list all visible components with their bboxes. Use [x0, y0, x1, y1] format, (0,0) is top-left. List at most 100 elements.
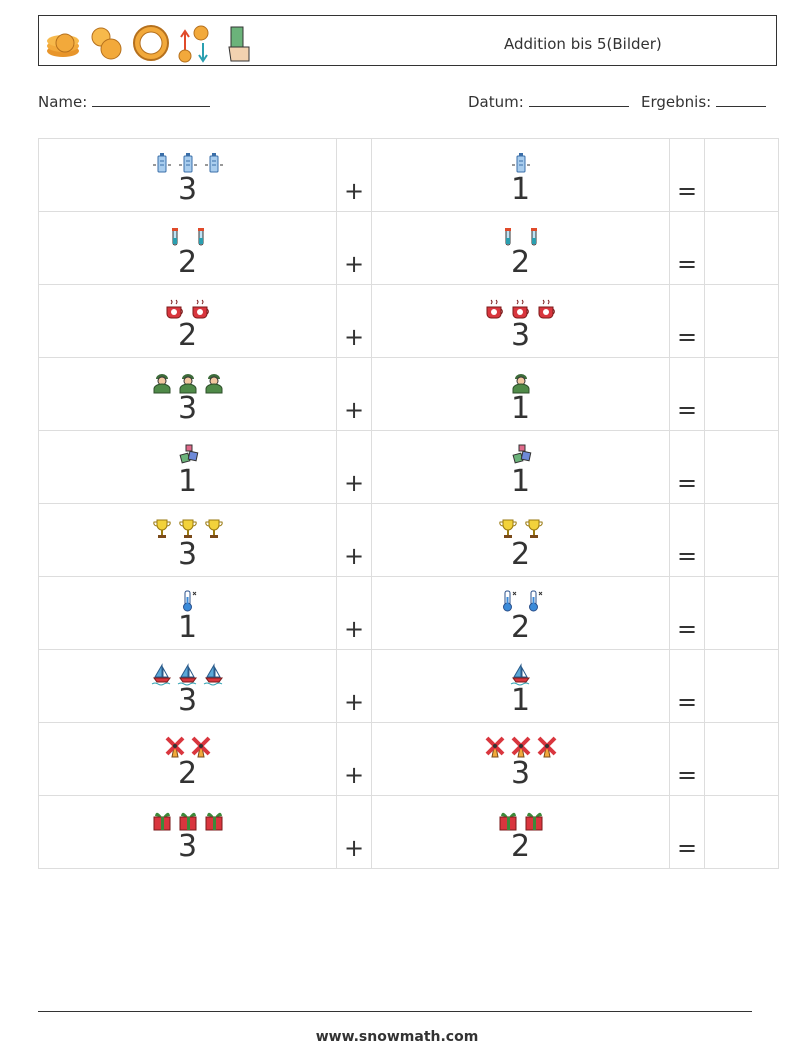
plus-sign: + — [343, 615, 365, 643]
addend-a-number: 3 — [177, 172, 198, 207]
name-blank[interactable] — [92, 92, 211, 107]
coffee-cup-icon — [486, 299, 503, 319]
addend-a-icon-row — [39, 808, 336, 834]
footer-url: www.snowmath.com — [315, 1029, 479, 1045]
lira-coin-icon — [133, 25, 169, 61]
windmill-icon — [191, 736, 210, 758]
power-bank-icon — [152, 153, 171, 173]
addend-b-cell: 3 — [371, 284, 670, 358]
equals-sign: = — [676, 542, 698, 570]
coin-stack-icon — [47, 33, 79, 57]
plus-cell: + — [336, 138, 372, 212]
addend-a-number: 2 — [177, 318, 198, 353]
table-row: 3 +2 = — [38, 503, 779, 577]
addend-b-icon-row — [372, 808, 669, 834]
answer-cell[interactable] — [704, 722, 779, 796]
thermometer-icon — [528, 590, 542, 612]
yen-coin-icon — [91, 27, 122, 60]
addend-b-number: 3 — [510, 756, 531, 791]
addend-b-number: 1 — [510, 683, 531, 718]
addend-b-icon-row — [372, 443, 669, 469]
addend-a-icon-row — [39, 516, 336, 542]
soldier-icon — [179, 374, 196, 394]
sailboat-icon — [177, 663, 197, 686]
answer-cell[interactable] — [704, 211, 779, 285]
answer-cell[interactable] — [704, 503, 779, 577]
addend-a-cell: 3 — [38, 649, 337, 723]
windmill-icon — [485, 736, 504, 758]
addend-a-cell: 1 — [38, 576, 337, 650]
addend-b-number: 3 — [510, 318, 531, 353]
result-field: Ergebnis: — [641, 92, 766, 111]
addend-a-cell: 2 — [38, 211, 337, 285]
coffee-cup-icon — [192, 299, 209, 319]
name-field: Name: — [38, 92, 211, 111]
addend-a-cell: 3 — [38, 503, 337, 577]
coffee-cup-icon — [166, 299, 183, 319]
plus-sign: + — [343, 177, 365, 205]
addend-b-icon-row — [372, 735, 669, 761]
sailboat-icon — [510, 663, 530, 686]
plus-cell: + — [336, 649, 372, 723]
plus-sign: + — [343, 542, 365, 570]
addend-a-icon-row — [39, 443, 336, 469]
money-hand-icon — [228, 26, 250, 62]
sailboat-icon — [203, 663, 223, 686]
equals-cell: = — [669, 649, 705, 723]
addend-a-cell: 3 — [38, 138, 337, 212]
soldier-icon — [205, 374, 222, 394]
addend-b-icon-row — [372, 224, 669, 250]
addend-a-number: 3 — [177, 829, 198, 864]
plus-sign: + — [343, 323, 365, 351]
addend-a-number: 3 — [177, 537, 198, 572]
equals-sign: = — [676, 323, 698, 351]
table-row: 3 +1 = — [38, 357, 779, 431]
addend-a-icon-row — [39, 370, 336, 396]
plus-cell: + — [336, 430, 372, 504]
equals-sign: = — [676, 688, 698, 716]
present-icon — [179, 812, 196, 831]
equals-cell: = — [669, 357, 705, 431]
addend-b-icon-row — [372, 662, 669, 688]
plus-sign: + — [343, 396, 365, 424]
addend-b-icon-row — [372, 516, 669, 542]
addend-b-number: 1 — [510, 172, 531, 207]
addend-a-cell: 2 — [38, 284, 337, 358]
addend-a-cell: 2 — [38, 722, 337, 796]
present-icon — [153, 812, 170, 831]
equals-cell: = — [669, 795, 705, 869]
plus-cell: + — [336, 722, 372, 796]
answer-cell[interactable] — [704, 138, 779, 212]
plus-sign: + — [343, 688, 365, 716]
addend-b-number: 1 — [510, 391, 531, 426]
answer-cell[interactable] — [704, 649, 779, 723]
answer-cell[interactable] — [704, 357, 779, 431]
answer-cell[interactable] — [704, 576, 779, 650]
addend-a-number: 2 — [177, 245, 198, 280]
addend-b-number: 2 — [510, 245, 531, 280]
addend-a-number: 2 — [177, 756, 198, 791]
addend-a-cell: 3 — [38, 357, 337, 431]
addend-a-cell: 1 — [38, 430, 337, 504]
sailboat-icon — [151, 663, 171, 686]
name-label: Name: — [38, 93, 88, 111]
addend-b-icon-row — [372, 151, 669, 177]
answer-cell[interactable] — [704, 430, 779, 504]
table-row: 3 +1 = — [38, 649, 779, 723]
trophy-icon — [498, 519, 517, 538]
addend-a-number: 3 — [177, 391, 198, 426]
answer-cell[interactable] — [704, 795, 779, 869]
equals-cell: = — [669, 503, 705, 577]
result-blank[interactable] — [715, 92, 766, 107]
windmill-icon — [537, 736, 556, 758]
equals-cell: = — [669, 722, 705, 796]
worksheet-header: Addition bis 5(Bilder) — [38, 15, 777, 66]
thermometer-icon — [502, 590, 516, 612]
table-row: 2 +2 = — [38, 211, 779, 285]
plus-cell: + — [336, 357, 372, 431]
date-blank[interactable] — [528, 92, 629, 107]
plus-sign: + — [343, 834, 365, 862]
answer-cell[interactable] — [704, 284, 779, 358]
test-tube-icon — [197, 228, 204, 246]
addend-a-icon-row — [39, 224, 336, 250]
